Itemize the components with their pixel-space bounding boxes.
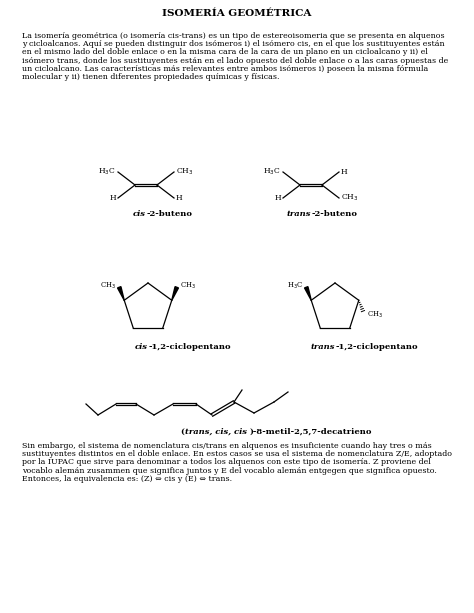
Text: )-8-metil-2,5,7-decatrieno: )-8-metil-2,5,7-decatrieno bbox=[250, 428, 373, 436]
Text: CH$_3$: CH$_3$ bbox=[367, 310, 383, 321]
Text: un cicloalcano. Las características más relevantes entre ambos isómeros i) posee: un cicloalcano. Las características más … bbox=[22, 65, 428, 73]
Text: H$_3$C: H$_3$C bbox=[264, 167, 281, 177]
Polygon shape bbox=[118, 287, 124, 300]
Text: H: H bbox=[341, 168, 347, 176]
Text: -1,2-ciclopentano: -1,2-ciclopentano bbox=[149, 343, 232, 351]
Text: y cicloalcanos. Aquí se pueden distinguir dos isómeros i) el isómero cis, en el : y cicloalcanos. Aquí se pueden distingui… bbox=[22, 40, 445, 48]
Text: H: H bbox=[109, 194, 116, 202]
Text: Sin embargo, el sistema de nomenclatura cis/trans en alquenos es insuficiente cu: Sin embargo, el sistema de nomenclatura … bbox=[22, 442, 432, 450]
Text: La isomería geométrica (o isomería cis-trans) es un tipo de estereoisomeria que : La isomería geométrica (o isomería cis-t… bbox=[22, 32, 445, 40]
Text: trans: trans bbox=[310, 343, 335, 351]
Text: trans: trans bbox=[286, 210, 311, 218]
Text: CH$_3$: CH$_3$ bbox=[176, 167, 193, 177]
Text: por la IUPAC que sirve para denominar a todos los alquenos con este tipo de isom: por la IUPAC que sirve para denominar a … bbox=[22, 459, 431, 466]
Text: molecular y ii) tienen diferentes propiedades químicas y físicas.: molecular y ii) tienen diferentes propie… bbox=[22, 73, 280, 81]
Text: H: H bbox=[274, 194, 281, 202]
Text: H: H bbox=[176, 194, 182, 202]
Text: -1,2-ciclopentano: -1,2-ciclopentano bbox=[336, 343, 419, 351]
Text: isómero trans, donde los sustituyentes están en el lado opuesto del doble enlace: isómero trans, donde los sustituyentes e… bbox=[22, 56, 448, 64]
Text: CH$_3$: CH$_3$ bbox=[100, 281, 116, 291]
Text: Entonces, la equivalencia es: (Z) ⇔ cis y (E) ⇔ trans.: Entonces, la equivalencia es: (Z) ⇔ cis … bbox=[22, 475, 232, 483]
Text: cis: cis bbox=[133, 210, 146, 218]
Text: (: ( bbox=[180, 428, 184, 436]
Text: en el mismo lado del doble enlace o en la misma cara de la cara de un plano en u: en el mismo lado del doble enlace o en l… bbox=[22, 48, 428, 56]
Polygon shape bbox=[172, 287, 178, 300]
Text: cis: cis bbox=[135, 343, 148, 351]
Text: trans, cis, cis: trans, cis, cis bbox=[185, 428, 247, 436]
Text: vocablo alemán zusammen que significa juntos y E del vocablo alemán entgegen que: vocablo alemán zusammen que significa ju… bbox=[22, 466, 437, 474]
Text: ISOMERÍA GEOMÉTRICA: ISOMERÍA GEOMÉTRICA bbox=[162, 9, 312, 18]
Text: H$_3$C: H$_3$C bbox=[98, 167, 116, 177]
Text: -2-buteno: -2-buteno bbox=[312, 210, 358, 218]
Text: sustituyentes distintos en el doble enlace. En estos casos se usa el sistema de : sustituyentes distintos en el doble enla… bbox=[22, 450, 452, 458]
Text: H$_3$C: H$_3$C bbox=[287, 281, 303, 291]
Text: CH$_3$: CH$_3$ bbox=[341, 192, 359, 204]
Text: -2-buteno: -2-buteno bbox=[147, 210, 193, 218]
Text: CH$_3$: CH$_3$ bbox=[180, 281, 196, 291]
Polygon shape bbox=[304, 287, 311, 300]
